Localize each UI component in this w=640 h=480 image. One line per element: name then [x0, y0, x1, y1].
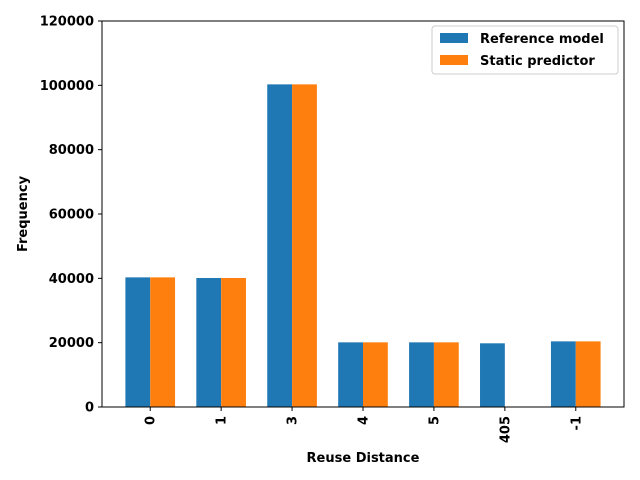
x-tick-label: 1: [215, 416, 230, 425]
legend-swatch-reference-model: [440, 33, 468, 43]
bar-static-predictor-5: [433, 342, 459, 407]
legend-box: [431, 25, 619, 75]
y-tick-label: 0: [85, 401, 94, 416]
bar-reference-model-4: [338, 342, 363, 407]
y-tick-label: 80000: [49, 143, 94, 158]
bar-static-predictor-1: [221, 278, 246, 407]
bar-reference-model-neg-1: [550, 341, 576, 407]
x-tick-label: -1: [569, 416, 584, 430]
bar-static-predictor-0: [150, 277, 176, 407]
bar-reference-model-3: [267, 84, 293, 408]
x-axis-label: Reuse Distance: [307, 451, 420, 466]
bar-static-predictor-4: [363, 342, 388, 407]
y-tick-label: 120000: [40, 15, 94, 30]
y-axis: 0 20000 40000 60000 80000 100000 120000: [40, 15, 102, 416]
x-tick-label: 4: [357, 416, 372, 425]
y-tick-label: 100000: [40, 79, 94, 94]
bar-reference-model-0: [125, 277, 151, 407]
x-tick-label: 3: [286, 416, 301, 425]
bars-layer: [125, 84, 601, 408]
bar-reference-model-5: [409, 342, 434, 407]
bar-reference-model-405: [480, 343, 505, 407]
legend: Reference model Static predictor: [431, 25, 619, 75]
legend-swatch-static-predictor: [440, 55, 468, 65]
y-axis-label: Frequency: [16, 175, 31, 252]
y-tick-label: 20000: [49, 336, 94, 351]
x-axis: 0 1 3 4 5 405 -1: [144, 407, 584, 443]
bar-static-predictor-neg-1: [575, 341, 601, 407]
x-tick-label: 5: [427, 416, 442, 425]
x-tick-label: 0: [144, 416, 159, 425]
x-tick-label: 405: [498, 416, 513, 443]
bar-reference-model-1: [196, 278, 222, 407]
y-tick-label: 40000: [49, 272, 94, 287]
bar-static-predictor-3: [292, 84, 317, 408]
legend-label-static-predictor: Static predictor: [480, 54, 595, 69]
y-tick-label: 60000: [49, 208, 94, 223]
legend-label-reference-model: Reference model: [480, 32, 604, 47]
